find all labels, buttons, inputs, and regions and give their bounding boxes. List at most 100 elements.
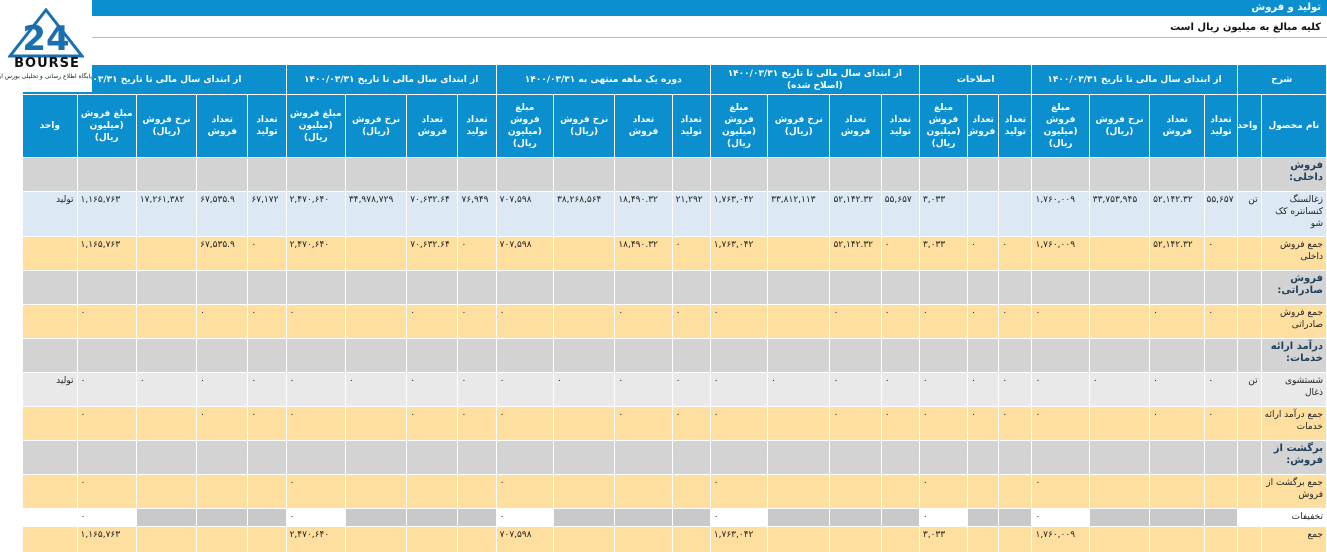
value-cell: ۱,۷۶۰,۰۰۹: [1031, 191, 1090, 237]
value-cell: ۰: [1031, 474, 1090, 509]
column-header: تعداد فروش: [1149, 94, 1206, 158]
value-cell: ۵۲,۱۴۲.۳۲: [1149, 191, 1206, 237]
table-row: جمع ۱,۷۶۰,۰۰۹ ۳,۰۳۳ ۱,۷۶۳,۰۴۲ ۷۰۷,۵۹۸ ۲,۴۷۰,۶…: [22, 526, 1327, 552]
value-cell: [829, 440, 882, 475]
value-cell: ۰: [1149, 304, 1206, 339]
value-cell: [196, 338, 249, 373]
value-cell: [285, 270, 346, 305]
value-cell: ۳۸,۲۶۸,۵۶۴: [552, 191, 616, 237]
value-cell: [552, 508, 616, 527]
value-cell: [1088, 474, 1151, 509]
value-cell: [135, 236, 198, 271]
value-cell: [247, 338, 287, 373]
column-header: تعداد فروش: [967, 94, 1000, 158]
value-cell: [829, 526, 882, 552]
value-cell: [495, 270, 555, 305]
value-cell: [918, 338, 969, 373]
value-cell: [918, 157, 969, 192]
value-cell: [552, 440, 616, 475]
value-cell: ۰: [967, 372, 1000, 407]
logo-tagline: پایگاه اطلاع رسانی و تحلیلی بورس ایران: [0, 73, 92, 80]
value-cell: ۰: [1149, 406, 1206, 441]
value-cell: [614, 508, 673, 527]
section-header-row: درآمد ارائه خدمات:: [22, 338, 1327, 373]
subheader-row: نام محصول واحد تعداد تولید تعداد فروش نرخ فر…: [22, 94, 1327, 158]
value-cell: ۰: [1088, 372, 1151, 407]
value-cell: [767, 440, 831, 475]
value-cell: ۰: [1031, 304, 1090, 339]
value-cell: [457, 440, 497, 475]
logo-emblem-icon: 24: [8, 8, 84, 58]
value-cell: [76, 440, 137, 475]
row-label: تخفیفات: [1260, 508, 1327, 527]
value-cell: ۵۵,۶۵۷: [880, 191, 920, 237]
value-cell: ۰: [1204, 236, 1238, 271]
table-row: زغالسنگ کنسانتره کک شو تن ۵۵,۶۵۷ ۵۲,۱۴۲.۳۲ ۳…: [22, 191, 1327, 237]
column-header: نرخ فروش (ریال): [344, 94, 408, 158]
table-row: شستشوی ذغال تن ۰ ۰ ۰ ۰ ۰ ۰ ۰ ۰ ۰ ۰ ۰ ۰ ۰ ۰ ۰ ۰ ۰ ۰ ۰ ۰ ۰ ۰ ۰ تولی…: [22, 372, 1327, 407]
table-row: جمع برگشت از فروش ۰ ۰ ۰ ۰ ۰ ۰: [22, 474, 1327, 509]
value-cell: [880, 338, 920, 373]
amounts-note: کلیه مبالغ به میلیون ریال است: [92, 16, 1327, 38]
value-cell: ۰: [76, 474, 137, 509]
value-cell: ۰: [829, 304, 882, 339]
value-cell: [344, 406, 408, 441]
value-cell: ۰: [880, 372, 920, 407]
value-cell: ۰: [1204, 406, 1238, 441]
svg-text:24: 24: [22, 19, 69, 58]
value-cell: [135, 440, 198, 475]
value-cell: [829, 157, 882, 192]
unit-cell: [1236, 236, 1262, 271]
group-header-one-month: دوره یک ماهه منتهی به ۱۴۰۰/۰۳/۳۱: [495, 64, 711, 95]
value-cell: [1031, 270, 1090, 305]
value-cell: ۰: [671, 236, 711, 271]
value-cell: [495, 338, 555, 373]
value-cell: ۰: [967, 406, 1000, 441]
value-cell: [967, 508, 1000, 527]
value-cell: [967, 526, 1000, 552]
column-header: تعداد تولید: [457, 94, 497, 158]
value-cell: [967, 270, 1000, 305]
value-cell: [406, 526, 459, 552]
value-cell: [457, 270, 497, 305]
value-cell: ۰: [196, 406, 249, 441]
value-cell: ۷۰۷,۵۹۸: [495, 236, 555, 271]
section-header-row: فروش صادراتی:: [22, 270, 1327, 305]
value-cell: [998, 270, 1033, 305]
column-header: تعداد تولید: [247, 94, 287, 158]
unit-cell: [1236, 508, 1262, 527]
row-label: زغالسنگ کنسانتره کک شو: [1260, 191, 1327, 237]
value-cell: ۰: [967, 304, 1000, 339]
value-cell: ۰: [247, 236, 287, 271]
value-cell: [135, 338, 198, 373]
value-cell: [1149, 270, 1206, 305]
value-cell: [406, 440, 459, 475]
unit-cell: [1236, 157, 1262, 192]
value-cell: ۶۷,۱۷۲: [247, 191, 287, 237]
row-label: جمع فروش صادراتی: [1260, 304, 1327, 339]
value-cell: [998, 338, 1033, 373]
value-cell: [998, 526, 1033, 552]
value-cell: ۰: [406, 406, 459, 441]
column-header: مبلغ فروش (میلیون ریال): [709, 94, 769, 158]
value-cell: [247, 440, 287, 475]
value-cell: ۰: [285, 474, 346, 509]
data-table: شرح از ابتدای سال مالی تا تاریخ ۱۴۰۰/۰۳/…: [22, 64, 1327, 552]
value-cell: [1149, 157, 1206, 192]
value-cell: ۷۰,۶۳۲.۶۴: [406, 191, 459, 237]
value-cell: [196, 440, 249, 475]
value-cell: ۳۳,۷۵۳,۹۴۵: [1088, 191, 1151, 237]
value-cell: ۰: [406, 304, 459, 339]
table-body: فروش داخلی: زغالسنگ کنسانتره کک شو تن ۵۵,۶۵…: [22, 157, 1327, 552]
value-cell: [196, 157, 249, 192]
row-label: جمع درآمد ارائه خدمات: [1260, 406, 1327, 441]
value-cell: [967, 191, 1000, 237]
section-header-row: فروش داخلی:: [22, 157, 1327, 192]
column-header: نرخ فروش (ریال): [135, 94, 198, 158]
value-cell: [406, 270, 459, 305]
column-header: نرخ فروش (ریال): [767, 94, 831, 158]
value-cell: ۳,۰۳۳: [918, 236, 969, 271]
value-cell: [344, 338, 408, 373]
value-cell: ۰: [247, 372, 287, 407]
value-cell: [196, 526, 249, 552]
